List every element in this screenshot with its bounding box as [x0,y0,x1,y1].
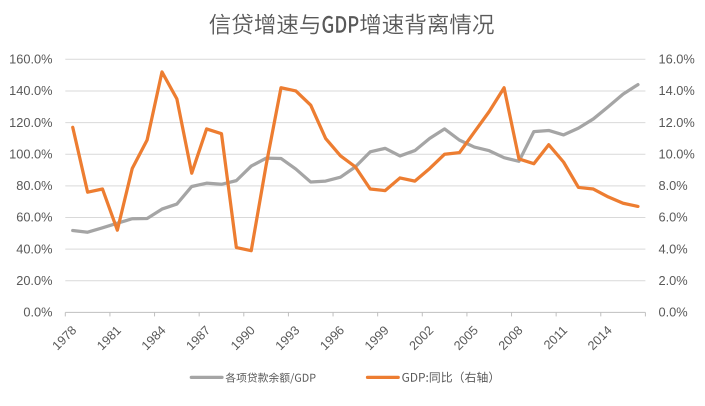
svg-text:4.0%: 4.0% [659,241,688,256]
svg-text:12.0%: 12.0% [659,115,695,130]
svg-text:140.0%: 140.0% [9,83,52,98]
svg-text:8.0%: 8.0% [659,178,688,193]
svg-text:20.0%: 20.0% [16,273,52,288]
svg-text:160.0%: 160.0% [9,52,52,67]
svg-text:60.0%: 60.0% [16,210,52,225]
svg-text:14.0%: 14.0% [659,83,695,98]
svg-text:6.0%: 6.0% [659,210,688,225]
svg-text:10.0%: 10.0% [659,146,695,161]
svg-text:80.0%: 80.0% [16,178,52,193]
svg-text:120.0%: 120.0% [9,115,52,130]
svg-text:40.0%: 40.0% [16,241,52,256]
svg-text:16.0%: 16.0% [659,52,695,67]
svg-text:0.0%: 0.0% [659,305,688,320]
svg-text:0.0%: 0.0% [23,305,52,320]
svg-text:100.0%: 100.0% [9,146,52,161]
svg-text:2.0%: 2.0% [659,273,688,288]
